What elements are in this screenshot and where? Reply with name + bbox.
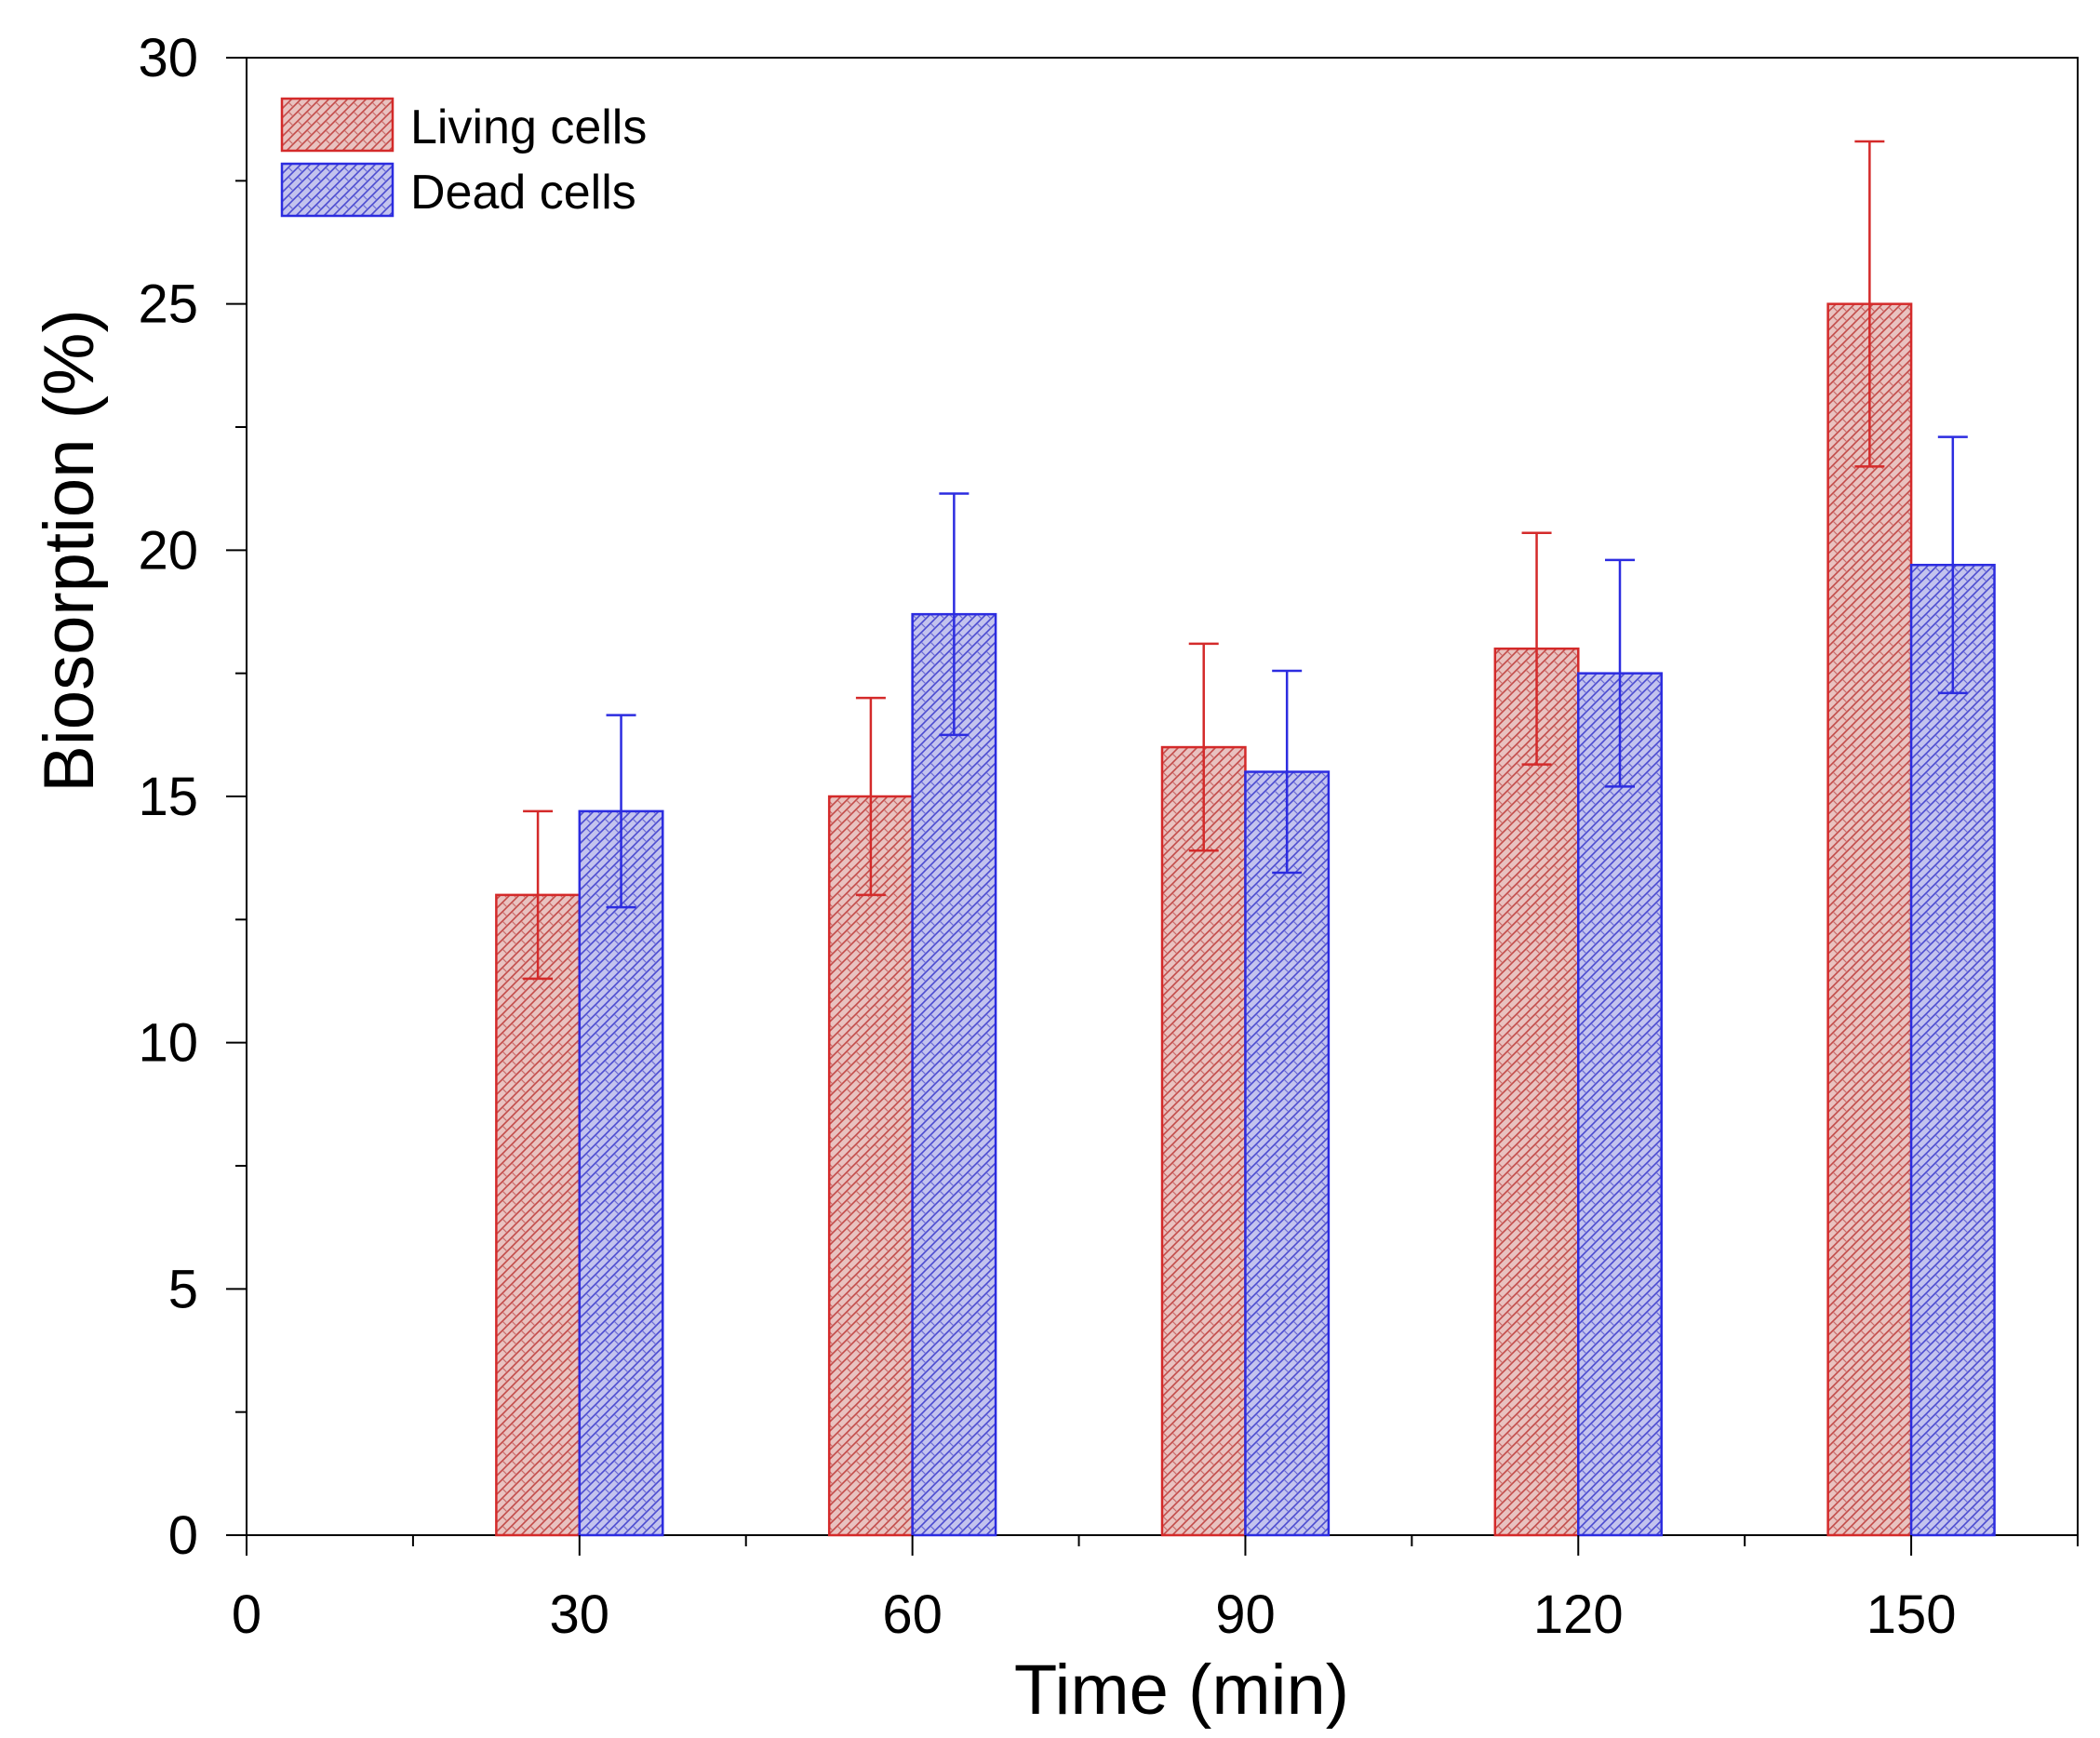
- error-bar-living-60: [855, 696, 886, 897]
- legend-label-living: Living cells: [410, 100, 647, 154]
- bars-group: [495, 302, 1996, 1537]
- bar-living-60: [827, 795, 914, 1537]
- error-bar-dead-90: [1272, 669, 1303, 875]
- error-bar-living-120: [1521, 531, 1552, 766]
- x-tick-label-150: 150: [1866, 1584, 1957, 1645]
- legend: Living cells Dead cells: [280, 97, 647, 220]
- legend-label-dead: Dead cells: [410, 166, 636, 220]
- tick-labels-group: 0 30 60 90 120 150 0 5 10 15 20 25 30: [138, 28, 1956, 1645]
- error-bar-dead-150: [1937, 435, 1968, 695]
- bar-dead-150: [1909, 563, 1996, 1537]
- x-tick-label-120: 120: [1533, 1584, 1624, 1645]
- y-tick-label-25: 25: [138, 274, 198, 335]
- error-bar-dead-120: [1605, 558, 1635, 788]
- bar-living-30: [495, 893, 582, 1537]
- error-bar-living-90: [1188, 642, 1219, 852]
- legend-swatch-living: [280, 97, 395, 153]
- error-bar-dead-30: [606, 714, 636, 909]
- x-tick-label-0: 0: [232, 1584, 261, 1645]
- error-bar-living-150: [1854, 140, 1885, 468]
- error-bar-dead-60: [939, 492, 970, 737]
- x-tick-label-60: 60: [882, 1584, 943, 1645]
- y-tick-label-5: 5: [168, 1259, 198, 1319]
- y-tick-label-10: 10: [138, 1013, 198, 1074]
- bar-living-150: [1826, 302, 1913, 1537]
- y-tick-label-30: 30: [138, 28, 198, 88]
- axes-group: [226, 57, 2079, 1556]
- y-tick-label-20: 20: [138, 520, 198, 581]
- error-bars-group: [523, 140, 1968, 981]
- y-axis-title: Biosorption (%): [30, 309, 109, 793]
- bar-dead-30: [578, 809, 664, 1537]
- y-tick-label-15: 15: [138, 767, 198, 827]
- y-tick-label-0: 0: [168, 1505, 198, 1566]
- bar-dead-60: [911, 612, 997, 1537]
- x-tick-label-90: 90: [1215, 1584, 1276, 1645]
- bar-dead-120: [1577, 672, 1663, 1537]
- error-bar-living-30: [523, 809, 554, 981]
- bar-dead-90: [1244, 770, 1331, 1537]
- x-tick-label-30: 30: [550, 1584, 610, 1645]
- x-axis-title: Time (min): [1014, 1651, 1349, 1730]
- legend-swatch-dead: [280, 162, 395, 218]
- bar-living-90: [1160, 745, 1247, 1537]
- bar-living-120: [1493, 647, 1580, 1537]
